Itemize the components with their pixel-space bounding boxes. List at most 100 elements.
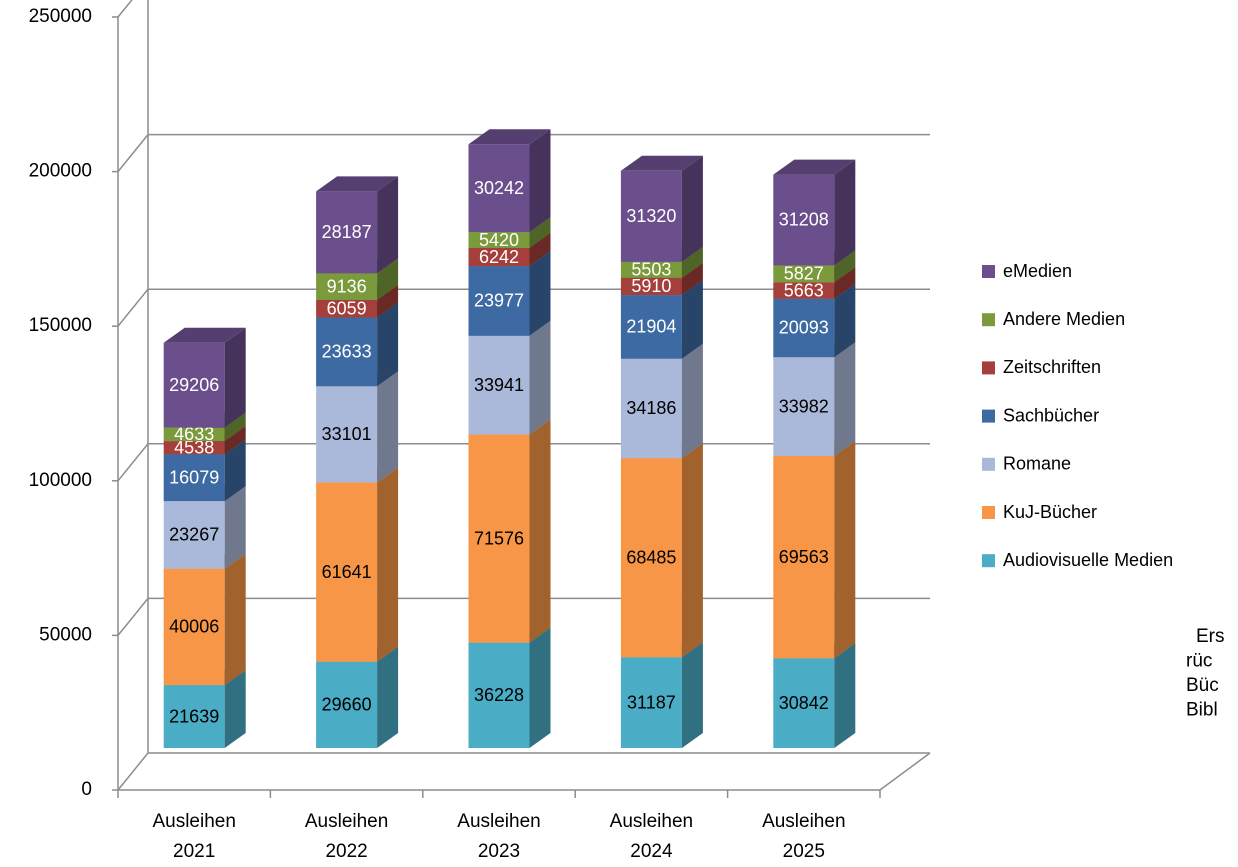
data-label: 36228 bbox=[474, 685, 524, 705]
data-label: 5910 bbox=[631, 276, 671, 296]
legend-label: Andere Medien bbox=[1003, 309, 1125, 329]
bar-side bbox=[529, 627, 551, 748]
legend-swatch bbox=[982, 554, 995, 568]
legend-swatch bbox=[982, 361, 995, 375]
bar-segment bbox=[773, 298, 835, 358]
data-label: 23633 bbox=[322, 342, 372, 362]
legend-swatch bbox=[982, 265, 995, 278]
bar-side bbox=[834, 283, 856, 358]
bar-segment bbox=[316, 299, 378, 318]
bar-segment bbox=[316, 191, 378, 274]
bar-segment bbox=[468, 247, 530, 267]
bar-segment bbox=[163, 685, 225, 748]
data-label: 61641 bbox=[322, 562, 372, 582]
legend-label: eMedien bbox=[1003, 261, 1072, 281]
data-label: 30842 bbox=[779, 693, 829, 713]
legend-label: Sachbücher bbox=[1003, 405, 1099, 425]
bar-side bbox=[377, 258, 399, 300]
data-label: 16079 bbox=[169, 467, 219, 487]
bar-segment bbox=[316, 386, 378, 483]
bar-side bbox=[834, 159, 856, 266]
x-tick-label: Ausleihen 2023 bbox=[457, 811, 541, 862]
bar-side bbox=[834, 342, 856, 457]
legend-label: Audiovisuelle Medien bbox=[1003, 550, 1173, 570]
bar-segment bbox=[773, 658, 835, 748]
bar-side bbox=[834, 250, 856, 283]
bar-side bbox=[681, 246, 703, 278]
bar-side bbox=[224, 426, 246, 455]
data-label: 68485 bbox=[626, 547, 676, 567]
data-label: 20093 bbox=[779, 318, 829, 338]
bar-segment bbox=[468, 144, 530, 233]
data-label: 31320 bbox=[626, 206, 676, 226]
bar-side bbox=[377, 371, 399, 483]
grid-line bbox=[117, 133, 930, 173]
data-label: 69563 bbox=[779, 547, 829, 567]
data-label: 29660 bbox=[322, 695, 372, 715]
data-label: 21904 bbox=[626, 317, 676, 337]
legend-label: Romane bbox=[1003, 454, 1071, 474]
data-label: 5827 bbox=[784, 264, 824, 284]
legend-swatch bbox=[982, 409, 995, 423]
x-tick-label: Ausleihen 2022 bbox=[304, 811, 389, 862]
data-label: 5420 bbox=[479, 230, 519, 250]
y-tick-label: 200000 bbox=[29, 161, 92, 182]
data-label: 31187 bbox=[627, 692, 676, 712]
bar-segment bbox=[773, 265, 835, 283]
bar-side bbox=[224, 439, 246, 502]
bar-side bbox=[224, 670, 246, 748]
bar-side bbox=[529, 419, 551, 643]
bar-side bbox=[834, 267, 856, 299]
bar-side bbox=[681, 642, 703, 748]
legend-swatch bbox=[982, 313, 995, 327]
bar-side bbox=[529, 251, 551, 336]
x-tick-label: Ausleihen 2025 bbox=[762, 811, 846, 862]
bar-side bbox=[224, 553, 246, 686]
bar-segment bbox=[163, 441, 225, 455]
data-label: 4633 bbox=[174, 424, 214, 444]
bar-segment bbox=[316, 482, 378, 662]
data-label: 29206 bbox=[169, 375, 219, 395]
bar-top bbox=[316, 176, 399, 192]
bar-segment bbox=[316, 317, 378, 387]
data-label: 34186 bbox=[626, 398, 676, 418]
data-label: 23267 bbox=[169, 525, 219, 545]
bar-side bbox=[377, 284, 399, 318]
bar-side bbox=[377, 176, 399, 274]
data-label: 23977 bbox=[474, 291, 524, 311]
y-tick-label: 100000 bbox=[29, 470, 92, 491]
legend-swatch bbox=[982, 506, 995, 519]
bar-segment bbox=[163, 454, 225, 502]
bar-segment bbox=[163, 427, 225, 442]
data-label: 6242 bbox=[479, 247, 519, 267]
bar-segment bbox=[163, 342, 225, 428]
data-label: 9136 bbox=[327, 276, 367, 296]
annotation: rüc bbox=[1186, 651, 1212, 672]
data-label: 31208 bbox=[779, 210, 829, 230]
data-label: 21639 bbox=[169, 706, 219, 726]
y-tick-label: 250000 bbox=[29, 6, 92, 27]
bar-side bbox=[377, 467, 399, 662]
bar-segment bbox=[620, 277, 682, 296]
bar-top bbox=[163, 327, 246, 343]
bar-segment bbox=[468, 335, 530, 435]
legend-swatch bbox=[982, 457, 995, 471]
grid-line bbox=[117, 752, 930, 791]
bar-side bbox=[681, 343, 703, 459]
bar-segment bbox=[620, 170, 682, 262]
bar-top bbox=[468, 129, 551, 145]
bar-top bbox=[773, 159, 856, 175]
x-tick-label: Ausleihen 2021 bbox=[152, 811, 236, 862]
bar-segment bbox=[620, 458, 682, 658]
bar-side bbox=[834, 643, 856, 748]
bar-side bbox=[681, 443, 703, 658]
data-label: 33982 bbox=[779, 396, 829, 416]
bar-segment bbox=[468, 434, 530, 643]
bar-segment bbox=[773, 174, 835, 266]
bar-top bbox=[620, 155, 703, 171]
bar-side bbox=[529, 217, 551, 248]
data-label: 40006 bbox=[169, 617, 219, 637]
floor-line bbox=[118, 752, 931, 791]
bar-side bbox=[529, 320, 551, 435]
